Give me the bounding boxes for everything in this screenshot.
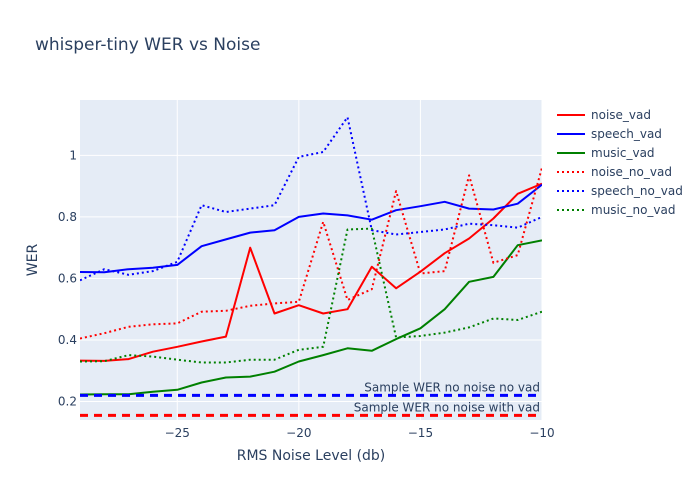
legend-label: speech_vad — [591, 127, 662, 141]
x-tick-label: −20 — [286, 426, 311, 440]
x-tick-label: −10 — [529, 426, 554, 440]
y-tick-label: 1 — [69, 148, 77, 162]
legend-label: music_vad — [591, 146, 655, 160]
grid-lines — [80, 100, 543, 420]
y-tick-label: 0.8 — [58, 210, 77, 224]
legend: noise_vad speech_vad music_vad noise_no_vad… — [557, 108, 683, 217]
series-line-speech-no-vad — [80, 116, 542, 282]
reference-line-label: Sample WER no noise with vad — [354, 400, 540, 414]
series-line-speech-vad — [80, 183, 542, 274]
annotations: Sample WER no noise no vad Sample WER no … — [354, 380, 540, 414]
series-line-noise-no-vad — [80, 167, 542, 340]
legend-label: noise_vad — [591, 108, 651, 122]
y-tick-label: 0.2 — [58, 395, 77, 409]
axis-ticks: −25 −20 −15 −10 0.2 0.4 0.6 0.8 1 — [58, 148, 555, 440]
series-line-music-vad — [80, 239, 542, 396]
legend-label: speech_no_vad — [591, 184, 683, 198]
plot-area — [80, 100, 542, 420]
chart-title: whisper-tiny WER vs Noise — [35, 35, 260, 55]
reference-line-label: Sample WER no noise no vad — [364, 380, 540, 394]
reference-lines — [80, 393, 542, 417]
legend-label: noise_no_vad — [591, 165, 672, 179]
x-axis-title: RMS Noise Level (db) — [237, 448, 386, 464]
y-tick-label: 0.6 — [58, 271, 77, 285]
y-tick-label: 0.4 — [58, 333, 77, 347]
x-tick-label: −25 — [165, 426, 190, 440]
series-lines — [80, 116, 542, 396]
series-line-noise-vad — [80, 182, 542, 362]
x-tick-label: −15 — [408, 426, 433, 440]
legend-label: music_no_vad — [591, 203, 676, 217]
y-axis-title: WER — [25, 244, 41, 277]
